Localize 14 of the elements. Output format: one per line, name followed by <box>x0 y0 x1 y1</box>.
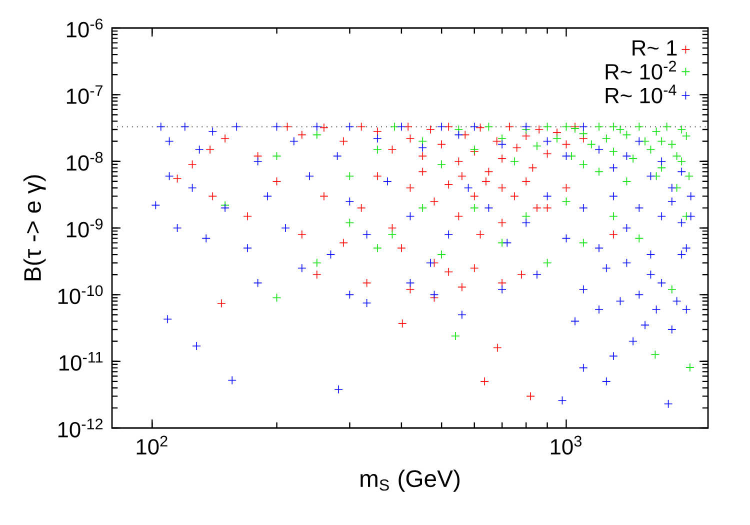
y-tick-label: 10$^{-12}$ <box>58 418 103 438</box>
y-tick-label: 10$^{-8}$ <box>66 152 103 171</box>
y-tick-label: 10$^{-7}$ <box>66 85 103 104</box>
x-tick-label: 10$^{2}$ <box>136 436 168 455</box>
legend-label: R~ 10$^{-2}$ <box>606 60 676 80</box>
x-tick-label: 10$^{3}$ <box>550 436 582 455</box>
legend-label: R~ 1 <box>632 40 677 56</box>
y-tick-label: 10$^{-6}$ <box>66 18 103 38</box>
y-tick-label: 10$^{-11}$ <box>60 352 103 371</box>
x-axis-title: m$_{S}$ (GeV) <box>360 470 460 492</box>
y-tick-label: 10$^{-10}$ <box>58 285 103 304</box>
y-tick-label: 10$^{-9}$ <box>66 218 103 238</box>
legend-label: R~ 10$^{-4}$ <box>606 84 676 104</box>
y-axis-title: B(τ -> e γ) <box>23 175 46 280</box>
